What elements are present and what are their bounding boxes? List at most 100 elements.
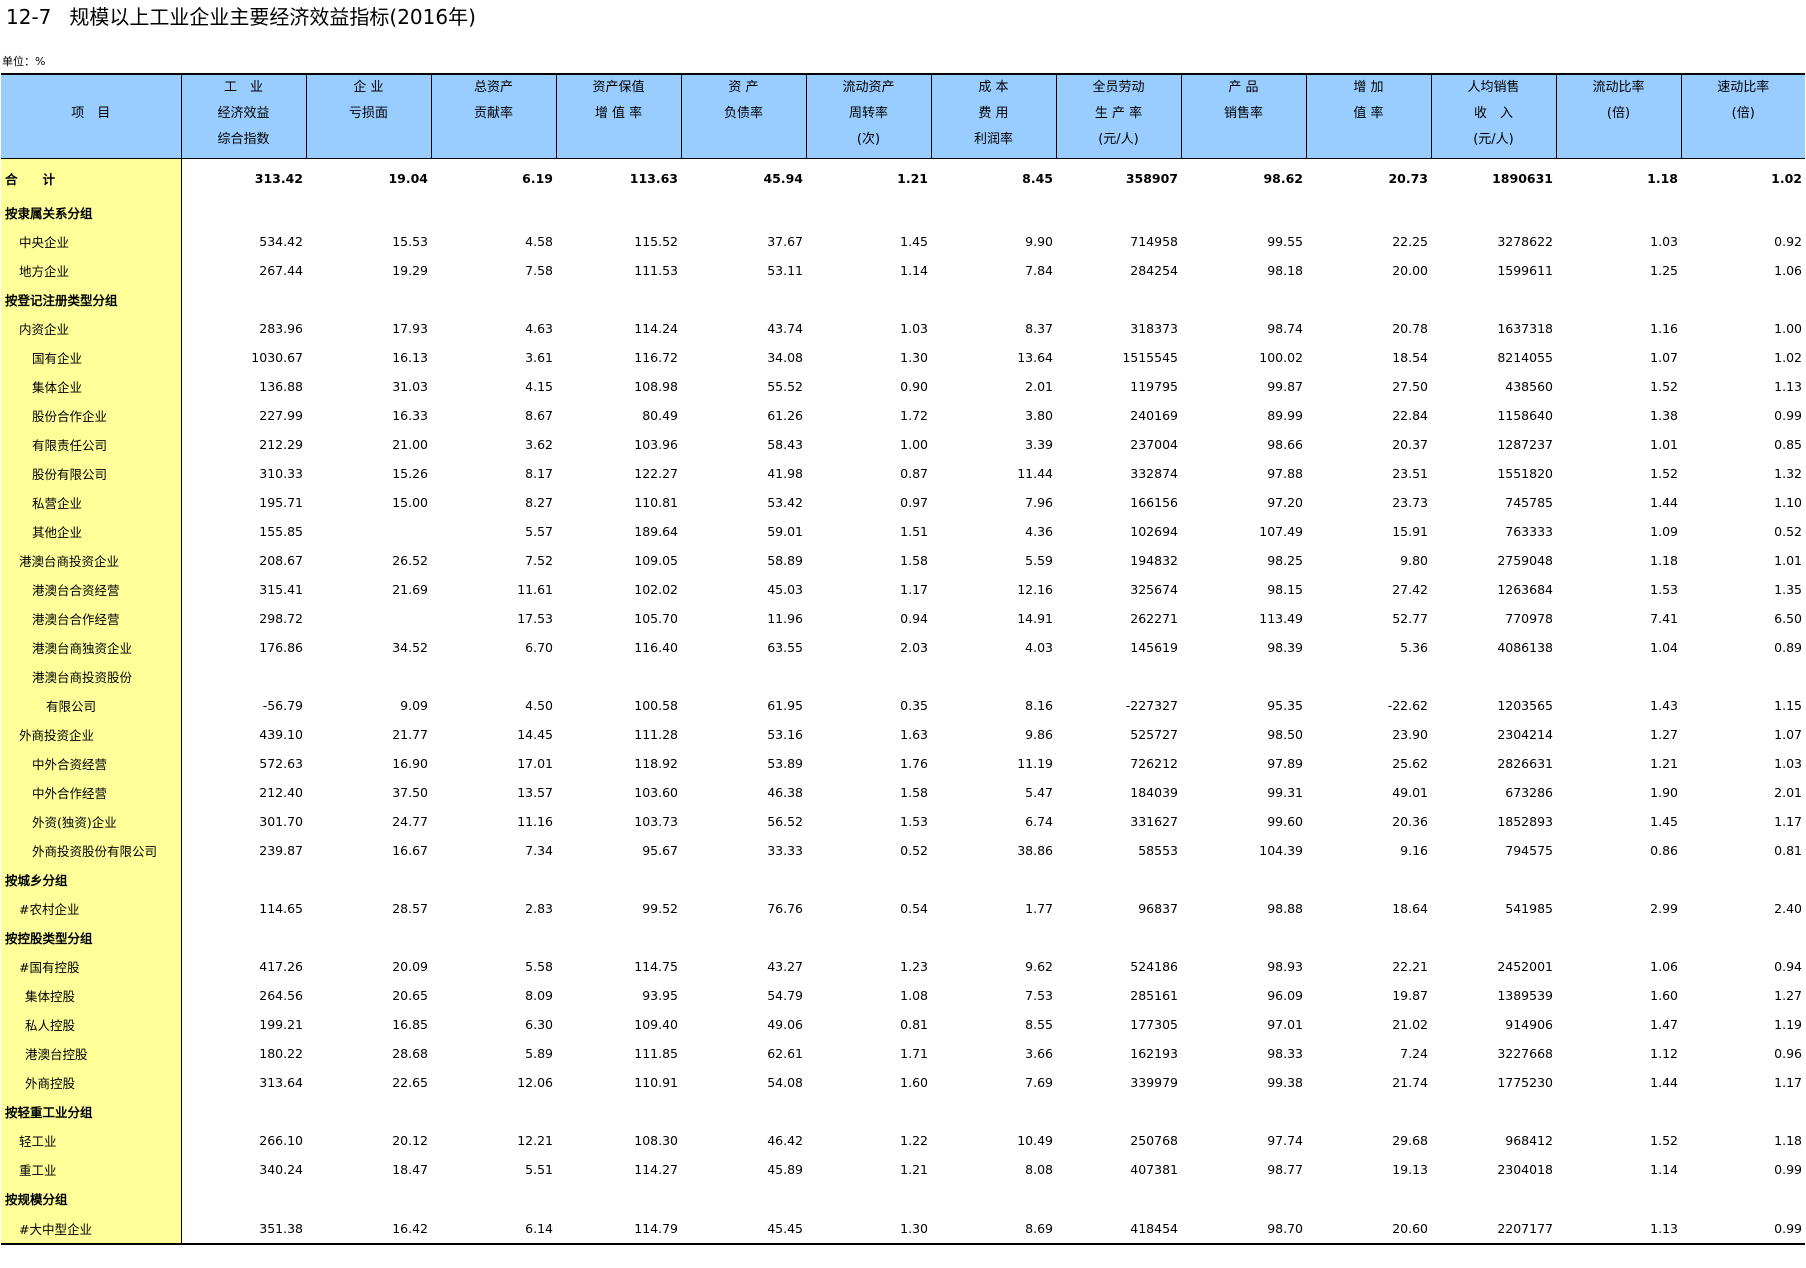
value-cell: 37.67 <box>767 234 803 249</box>
value-cell: 301.70 <box>259 814 303 829</box>
value-cell: 16.90 <box>392 756 428 771</box>
value-cell: 53.42 <box>767 495 803 510</box>
value-cell: 264.56 <box>259 988 303 1003</box>
value-cell: 20.36 <box>1392 814 1428 829</box>
value-cell: 8.27 <box>525 495 553 510</box>
value-cell: 208.67 <box>259 553 303 568</box>
value-cell: 19.04 <box>388 171 428 186</box>
value-cell: 284254 <box>1130 263 1178 278</box>
value-cell: 114.79 <box>556 1213 681 1245</box>
value-cell: 3.61 <box>525 350 553 365</box>
value-cell: 340.24 <box>259 1162 303 1177</box>
value-cell: 17.53 <box>517 611 553 626</box>
table-row: 私人控股 199.21 16.85 6.30 109.40 49.06 0.81 8.55 17… <box>1 1010 1805 1039</box>
value-cell: 794575 <box>1505 843 1553 858</box>
header-line: 流动资产 <box>842 80 895 95</box>
header-lines: 资 产负债率 <box>682 75 806 158</box>
value-cell: 25.62 <box>1392 756 1428 771</box>
value-cell: 1.14 <box>1650 1162 1678 1177</box>
table-title: 12-7 规模以上工业企业主要经济效益指标(2016年) <box>6 4 476 30</box>
value-cell: 20.78 <box>1392 321 1428 336</box>
value-cell <box>681 285 806 314</box>
value-cell: 11.16 <box>517 814 553 829</box>
table-row: 港澳台商投资企业 208.67 26.52 7.52 109.05 58.89 1.58 5.… <box>1 546 1805 575</box>
value-cell: 6.30 <box>525 1017 553 1032</box>
value-cell <box>806 1097 931 1126</box>
value-cell: 2826631 <box>1497 756 1553 771</box>
value-cell: 11.61 <box>517 582 553 597</box>
value-cell: 97.88 <box>1267 466 1303 481</box>
value-cell <box>681 865 806 894</box>
value-cell <box>1431 1097 1556 1126</box>
value-cell: 95.35 <box>1267 698 1303 713</box>
value-cell: 7.96 <box>1025 495 1053 510</box>
header-lines: 人均销售收 入 (元/人) <box>1432 75 1556 158</box>
value-cell: 100.58 <box>634 698 678 713</box>
row-label: 按控股类型分组 <box>1 923 182 952</box>
value-cell <box>1681 1097 1805 1126</box>
header-line: (次) <box>856 132 881 147</box>
value-cell: 313.42 <box>254 171 303 186</box>
header-line: 全员劳动 <box>1092 80 1145 95</box>
value-cell <box>181 923 306 952</box>
value-cell <box>681 923 806 952</box>
value-cell <box>181 865 306 894</box>
row-label: 地方企业 <box>1 256 182 285</box>
row-label: 合 计 <box>1 158 182 198</box>
value-cell: 1.32 <box>1774 466 1802 481</box>
table-row: 国有企业 1030.67 16.13 3.61 116.72 34.08 1.30 13.64… <box>1 343 1805 372</box>
value-cell <box>1431 1184 1556 1213</box>
row-label: 外商控股 <box>1 1068 182 1097</box>
value-cell <box>806 923 931 952</box>
value-cell: 111.53 <box>634 263 678 278</box>
value-cell: 18.47 <box>392 1162 428 1177</box>
value-cell: 22.65 <box>392 1075 428 1090</box>
value-cell: 96837 <box>1138 901 1178 916</box>
value-cell: 118.92 <box>634 756 678 771</box>
value-cell: 1.60 <box>900 1075 928 1090</box>
header-cell: 速动比率 (倍) <box>1680 73 1805 159</box>
header-lines: 产 品销售率 <box>1182 75 1306 158</box>
value-cell <box>1181 1184 1306 1213</box>
value-cell: 0.94 <box>900 611 928 626</box>
header-cell: 产 品销售率 <box>1180 73 1306 159</box>
value-cell: 7.69 <box>1025 1075 1053 1090</box>
header-cell-item: 项 目 <box>1 73 181 159</box>
value-cell: 3227668 <box>1497 1046 1553 1061</box>
row-label: 港澳台商独资企业 <box>1 633 182 662</box>
value-cell: 1.01 <box>1650 437 1678 452</box>
value-cell <box>806 198 931 227</box>
value-cell: 1.07 <box>1650 350 1678 365</box>
value-cell: 97.01 <box>1267 1017 1303 1032</box>
value-cell: 6.19 <box>522 171 553 186</box>
value-cell <box>1556 662 1681 691</box>
value-cell: 673286 <box>1505 785 1553 800</box>
value-cell: 0.99 <box>1774 1162 1802 1177</box>
value-cell: 12.16 <box>1017 582 1053 597</box>
value-cell: 21.02 <box>1392 1017 1428 1032</box>
value-cell: 239.87 <box>259 843 303 858</box>
table-row: 外资(独资)企业 301.70 24.77 11.16 103.73 56.52 1.53 6… <box>1 807 1805 836</box>
value-cell: 1.03 <box>1650 234 1678 249</box>
value-cell: 23.51 <box>1392 466 1428 481</box>
value-cell <box>306 604 431 633</box>
value-cell: 20.73 <box>1388 171 1428 186</box>
value-cell: 27.50 <box>1392 379 1428 394</box>
value-cell: 17.01 <box>517 756 553 771</box>
header-line: 人均销售 <box>1467 80 1520 95</box>
value-cell: 95.67 <box>642 843 678 858</box>
value-cell <box>1431 923 1556 952</box>
header-line: 综合指数 <box>217 132 270 147</box>
value-cell: 0.86 <box>1650 843 1678 858</box>
header-line: 项 目 <box>71 106 111 121</box>
value-cell: 8.16 <box>1025 698 1053 713</box>
value-cell: 99.87 <box>1267 379 1303 394</box>
value-cell <box>1306 865 1431 894</box>
value-cell: 166156 <box>1130 495 1178 510</box>
value-cell: 103.96 <box>634 437 678 452</box>
header-row: 项 目工 业经济效益 综合指数企 业亏损面 总资产 贡献率 资产保值增 值 率资 产负债… <box>1 73 1805 159</box>
value-cell: 11.19 <box>1017 756 1053 771</box>
value-cell <box>1056 285 1181 314</box>
value-cell <box>1431 198 1556 227</box>
value-cell: 33.33 <box>767 843 803 858</box>
